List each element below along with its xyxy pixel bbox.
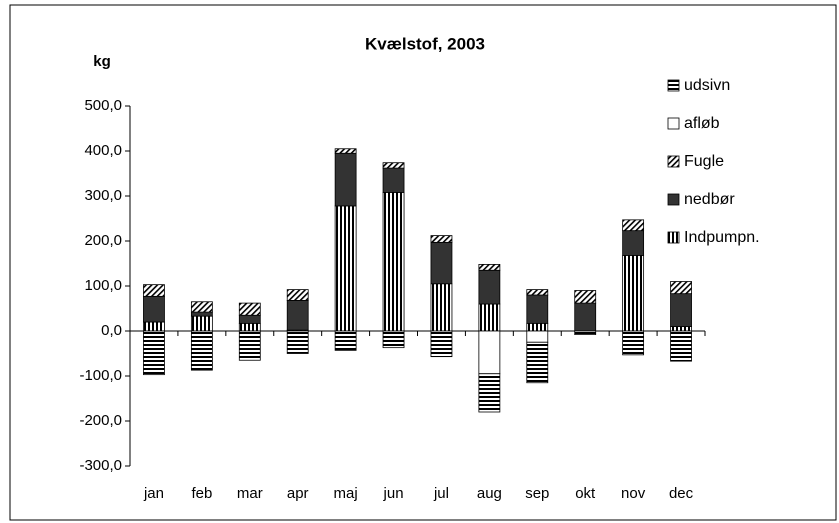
x-tick-label: jul — [433, 485, 449, 502]
x-tick-label: aug — [477, 485, 502, 502]
bar-segment — [286, 330, 309, 354]
bar-segment — [238, 314, 261, 324]
bar-segment — [143, 330, 165, 376]
y-tick-label: 300,0 — [84, 187, 122, 204]
bar-segment — [622, 330, 645, 356]
bar-segment — [430, 330, 453, 358]
bar-segment — [190, 311, 213, 317]
bar-segment — [622, 219, 645, 232]
bar-segment — [670, 326, 692, 332]
y-tick-label: 400,0 — [84, 142, 122, 159]
bar-segment — [670, 293, 692, 327]
bar-segment — [670, 330, 692, 362]
bar-segment — [382, 167, 405, 193]
x-tick-label: jan — [143, 485, 164, 502]
bar-segment — [190, 315, 213, 332]
x-tick-label: sep — [525, 485, 549, 502]
bar-segment — [143, 295, 165, 323]
x-tick-label: feb — [191, 485, 212, 502]
bar-segment — [190, 330, 213, 371]
x-tick-label: dec — [669, 485, 694, 502]
y-axis-label: kg — [93, 53, 111, 70]
legend-label: afløb — [684, 115, 720, 132]
bar-segment — [430, 283, 453, 332]
bar-segment — [526, 289, 549, 296]
y-tick-label: -300,0 — [79, 457, 122, 474]
bar-segment — [526, 341, 549, 384]
bar-segment — [670, 281, 692, 295]
x-tick-label: maj — [334, 485, 358, 502]
legend-label: nedbør — [684, 191, 735, 208]
x-tick-label: mar — [237, 485, 263, 502]
bar-segment — [430, 241, 453, 285]
y-tick-label: 500,0 — [84, 97, 122, 114]
bar-segment — [334, 148, 357, 154]
bar-segment — [526, 330, 549, 343]
bar-segment — [574, 330, 597, 335]
bar-segment — [286, 299, 309, 331]
x-tick-label: nov — [621, 485, 646, 502]
y-tick-label: -100,0 — [79, 367, 122, 384]
legend-swatch — [667, 79, 680, 92]
chart-title: Kvælstof, 2003 — [365, 34, 485, 53]
bar-segment — [478, 373, 501, 413]
legend-swatch — [667, 117, 680, 130]
bar-segment — [143, 284, 165, 297]
bar-segment — [622, 254, 645, 332]
bar-segment — [478, 303, 501, 332]
bar-segment — [190, 301, 213, 313]
y-tick-label: 0,0 — [101, 322, 122, 339]
bar-segment — [143, 321, 165, 332]
chart-border — [9, 4, 837, 521]
bar-segment — [382, 191, 405, 332]
legend-swatch — [667, 155, 680, 168]
bar-segment — [334, 205, 357, 332]
bar-segment — [574, 290, 597, 304]
x-tick-label: okt — [575, 485, 596, 502]
bar-segment — [622, 230, 645, 256]
legend-label: Indpumpn. — [684, 229, 760, 246]
bar-segment — [574, 302, 597, 332]
bar-segment — [382, 162, 405, 169]
bar-segment — [238, 330, 261, 361]
x-tick-label: jun — [383, 485, 404, 502]
bar-segment — [478, 263, 501, 271]
x-tick-label: apr — [287, 485, 309, 502]
bar-segment — [334, 330, 357, 351]
bar-segment — [238, 322, 261, 332]
y-tick-label: 100,0 — [84, 277, 122, 294]
bar-segment — [286, 289, 309, 301]
bar-segment — [238, 302, 261, 316]
bar-segment — [526, 294, 549, 324]
bar-segment — [478, 330, 501, 375]
bar-segment — [430, 235, 453, 243]
legend-swatch — [667, 193, 680, 206]
legend-swatch — [667, 231, 680, 244]
y-tick-label: 200,0 — [84, 232, 122, 249]
legend-label: Fugle — [684, 153, 724, 170]
legend-label: udsivn — [684, 77, 730, 94]
bar-segment — [526, 322, 549, 332]
bar-segment — [382, 330, 405, 349]
bar-segment — [334, 152, 357, 207]
y-tick-label: -200,0 — [79, 412, 122, 429]
bar-segment — [478, 269, 501, 305]
